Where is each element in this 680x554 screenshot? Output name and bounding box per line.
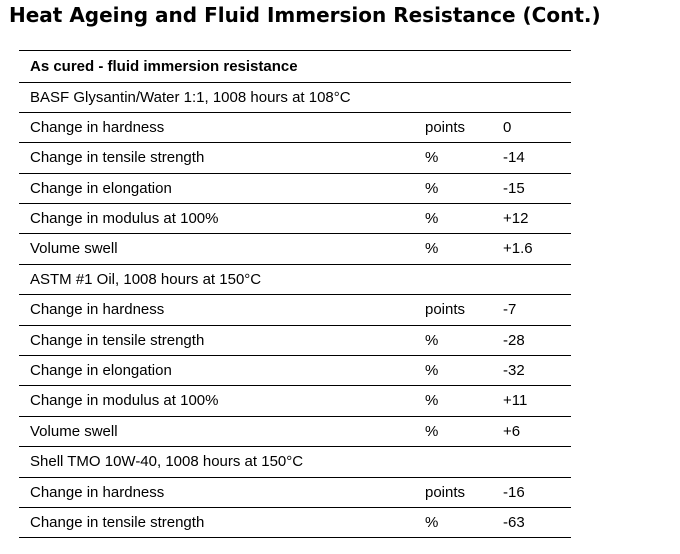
- property-label: Volume swell: [30, 240, 118, 258]
- value-cell: +1.6: [503, 240, 533, 258]
- group-label: BASF Glysantin/Water 1:1, 1008 hours at …: [30, 88, 351, 106]
- property-label: Change in tensile strength: [30, 331, 205, 349]
- property-label: Change in hardness: [30, 483, 165, 501]
- unit-cell: %: [425, 210, 439, 228]
- value-cell: 0: [503, 118, 512, 136]
- table-row: Change in modulus at 100%% +11: [19, 386, 571, 417]
- unit-cell: %: [425, 179, 439, 197]
- value-cell: -63: [503, 513, 525, 531]
- table-body: BASF Glysantin/Water 1:1, 1008 hours at …: [19, 83, 571, 539]
- fluid-immersion-table: As cured - fluid immersion resistance BA…: [19, 50, 571, 539]
- property-label: Change in elongation: [30, 362, 172, 380]
- table-row: Change in hardness points -16: [19, 478, 571, 508]
- unit-cell: %: [425, 149, 439, 167]
- group-label: ASTM #1 Oil, 1008 hours at 150°C: [30, 270, 262, 288]
- unit-cell: points: [425, 118, 466, 136]
- table-row: Change in tensile strength% -63: [19, 508, 571, 539]
- value-cell: +6: [503, 422, 521, 440]
- table-row: Volume swell% +6: [19, 417, 571, 448]
- property-label: Change in modulus at 100%: [30, 210, 219, 228]
- property-label: Change in tensile strength: [30, 513, 205, 531]
- table-row: Change in hardness points 0: [19, 113, 571, 144]
- value-cell: -15: [503, 179, 525, 197]
- unit-cell: points: [425, 301, 466, 319]
- property-label: Change in tensile strength: [30, 149, 205, 167]
- value-cell: -16: [503, 483, 525, 501]
- table-row: Change in hardness points -7: [19, 295, 571, 326]
- table-row: Change in elongation% -32: [19, 356, 571, 387]
- group-header-row: Shell TMO 10W-40, 1008 hours at 150°C: [19, 447, 571, 478]
- unit-cell: points: [425, 483, 466, 501]
- page-title: Heat Ageing and Fluid Immersion Resistan…: [9, 3, 601, 27]
- unit-cell: %: [425, 392, 439, 410]
- group-header-row: ASTM #1 Oil, 1008 hours at 150°C: [19, 265, 571, 296]
- value-cell: -14: [503, 149, 525, 167]
- unit-cell: %: [425, 513, 439, 531]
- group-label: Shell TMO 10W-40, 1008 hours at 150°C: [30, 453, 304, 471]
- value-cell: +12: [503, 210, 529, 228]
- property-label: Change in hardness: [30, 118, 165, 136]
- property-label: Change in elongation: [30, 179, 172, 197]
- table-row: Change in elongation% -15: [19, 174, 571, 205]
- value-cell: -28: [503, 331, 525, 349]
- group-header-row: BASF Glysantin/Water 1:1, 1008 hours at …: [19, 83, 571, 113]
- unit-cell: %: [425, 362, 439, 380]
- table-header-label: As cured - fluid immersion resistance: [30, 58, 298, 75]
- table-row: Change in modulus at 100%% +12: [19, 204, 571, 235]
- unit-cell: %: [425, 422, 439, 440]
- table-header-row: As cured - fluid immersion resistance: [19, 51, 571, 83]
- value-cell: -7: [503, 301, 517, 319]
- unit-cell: %: [425, 331, 439, 349]
- value-cell: -32: [503, 362, 525, 380]
- table-row: Volume swell% +1.6: [19, 234, 571, 265]
- property-label: Change in hardness: [30, 301, 165, 319]
- property-label: Change in modulus at 100%: [30, 392, 219, 410]
- table-row: Change in tensile strength% -14: [19, 143, 571, 174]
- property-label: Volume swell: [30, 422, 118, 440]
- value-cell: +11: [503, 392, 528, 410]
- table-row: Change in tensile strength% -28: [19, 326, 571, 357]
- unit-cell: %: [425, 240, 439, 258]
